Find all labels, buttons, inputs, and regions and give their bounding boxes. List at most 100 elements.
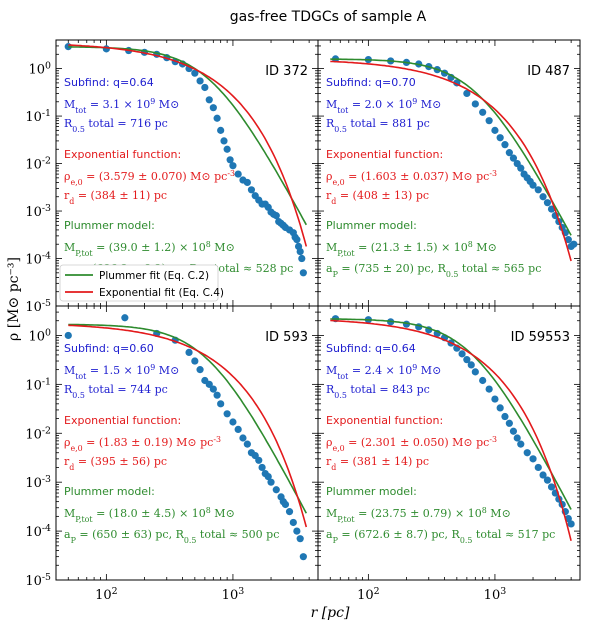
y-tick-label: 10-2 <box>25 155 51 173</box>
data-point <box>217 126 225 134</box>
data-point <box>196 366 204 374</box>
data-point <box>479 108 487 116</box>
data-point <box>534 463 542 472</box>
panel-id-label: ID 593 <box>265 330 308 345</box>
data-point <box>281 500 290 509</box>
data-point <box>463 89 471 98</box>
panel-id-label: ID 372 <box>265 64 308 79</box>
subfind-label: Subfind: q=0.70 <box>326 76 416 89</box>
plummer-fit-curve <box>330 58 572 236</box>
data-point <box>223 145 231 153</box>
data-point <box>299 553 307 561</box>
data-point <box>296 247 304 256</box>
data-point <box>243 440 251 448</box>
data-point <box>191 69 199 77</box>
data-point <box>534 186 542 194</box>
data-point <box>501 412 509 421</box>
plummer-a-label: aP = (672.6 ± 8.7) pc, R0.5 total ≈ 517 … <box>326 528 555 545</box>
exp-heading: Exponential function: <box>326 148 443 161</box>
figure-title: gas-free TDGCs of sample A <box>230 9 427 25</box>
exp-rd-label: rd = (384 ± 11) pc <box>64 189 167 206</box>
data-point <box>299 269 307 277</box>
data-point <box>102 45 110 53</box>
plummer-heading: Plummer model: <box>64 485 155 498</box>
data-point <box>264 473 272 481</box>
data-point <box>467 361 475 369</box>
data-point <box>243 178 251 187</box>
plummer-a-label: aP = (735 ± 20) pc, R0.5 total ≈ 565 pc <box>326 262 541 279</box>
exp-rho-label: ρe,0 = (2.301 ± 0.050) M⊙ pc-3 <box>326 435 497 453</box>
data-point <box>509 154 518 162</box>
exponential-fit-curve <box>68 44 308 247</box>
plummer-mass-label: MP,tot = (18.0 ± 4.5) × 108 M⊙ <box>64 506 235 524</box>
data-point <box>226 156 234 164</box>
data-point <box>523 449 531 457</box>
data-point <box>205 380 213 388</box>
data-point <box>185 348 193 357</box>
data-point <box>209 104 217 112</box>
data-point <box>491 395 499 403</box>
data-point <box>479 376 487 385</box>
data-point <box>234 425 242 433</box>
plummer-heading: Plummer model: <box>326 219 417 232</box>
data-point <box>293 236 301 244</box>
data-point <box>547 483 556 491</box>
data-point <box>201 83 209 92</box>
exponential-fit-curve <box>330 319 572 541</box>
data-point <box>64 331 72 340</box>
exp-heading: Exponential function: <box>326 414 443 427</box>
data-point <box>293 527 301 535</box>
plummer-fit-curve <box>330 318 572 510</box>
data-point <box>296 535 304 543</box>
plummer-a-label: aP = (650 ± 63) pc, R0.5 total ≈ 500 pc <box>64 528 279 545</box>
exp-rd-label: rd = (408 ± 13) pc <box>326 189 429 206</box>
y-tick-label: 10-5 <box>25 572 51 590</box>
plummer-mass-label: MP,tot = (23.75 ± 0.79) × 108 M⊙ <box>326 506 511 524</box>
r05-label: R0.5 total = 716 pc <box>64 117 168 134</box>
exp-heading: Exponential function: <box>64 414 181 427</box>
data-point <box>209 385 217 393</box>
plummer-heading: Plummer model: <box>326 485 417 498</box>
legend-box <box>59 264 219 302</box>
data-point <box>458 350 466 358</box>
exponential-fit-curve <box>330 60 572 262</box>
data-point <box>217 400 225 408</box>
panel-3: 102 103 10-5 10-4 10-3 10-2 10-1 100 ID 593 Subfi… <box>25 305 319 604</box>
panels-group: 10-5 10-4 10-3 10-2 10-1 100 ID 372 Subfind: q=… <box>25 39 581 604</box>
data-point <box>496 134 504 142</box>
y-tick-label: 10-4 <box>25 523 51 541</box>
x-tick-label: 103 <box>484 586 507 604</box>
data-point <box>196 77 204 85</box>
data-point <box>289 518 297 527</box>
data-point <box>258 463 266 472</box>
subfind-label: Subfind: q=0.60 <box>64 342 154 355</box>
legend-exponential-label: Exponential fit (Eq. C.4) <box>99 287 224 299</box>
data-point <box>267 478 275 486</box>
data-point <box>529 455 537 463</box>
exp-rd-label: rd = (395 ± 56) pc <box>64 455 167 472</box>
x-tick-label: 102 <box>357 586 380 604</box>
data-point <box>229 162 237 170</box>
mtot-label: Mtot = 2.4 × 109 M⊙ <box>326 363 441 381</box>
data-point <box>491 126 499 134</box>
data-point <box>213 114 221 122</box>
exp-heading: Exponential function: <box>64 148 181 161</box>
subfind-label: Subfind: q=0.64 <box>64 76 154 89</box>
r05-label: R0.5 total = 744 pc <box>64 383 168 400</box>
y-tick-label: 10-1 <box>25 108 51 126</box>
data-point <box>191 357 199 365</box>
data-point <box>121 314 129 322</box>
exp-rho-label: ρe,0 = (3.579 ± 0.070) M⊙ pc-3 <box>64 169 235 187</box>
x-tick-label: 103 <box>222 586 245 604</box>
y-tick-label: 100 <box>28 327 51 345</box>
data-point <box>517 164 525 172</box>
data-point <box>239 434 247 442</box>
legend: Plummer fit (Eq. C.2) Exponential fit (Eq… <box>59 264 224 302</box>
data-point <box>205 96 213 104</box>
r05-label: R0.5 total = 843 pc <box>326 383 430 400</box>
mtot-label: Mtot = 2.0 × 109 M⊙ <box>326 97 441 115</box>
data-point <box>496 404 504 412</box>
y-tick-label: 10-3 <box>25 203 51 221</box>
y-tick-label: 10-1 <box>25 376 51 394</box>
